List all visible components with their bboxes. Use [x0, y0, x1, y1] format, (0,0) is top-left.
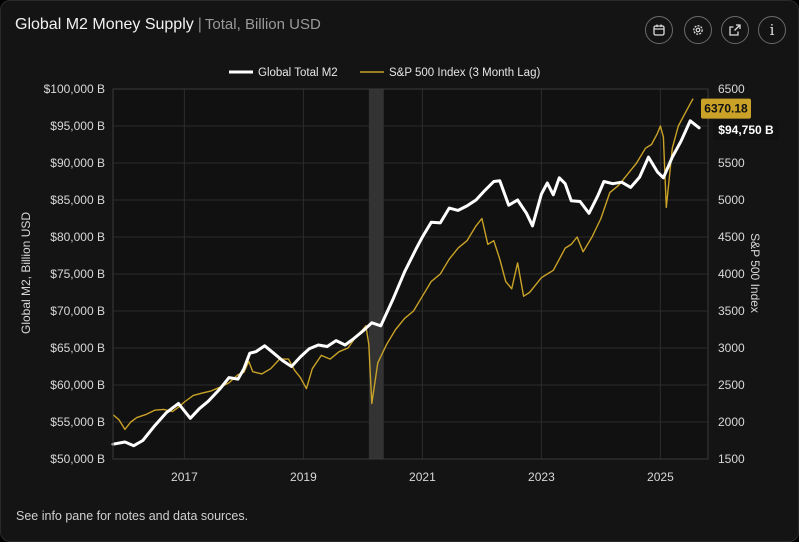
grid-layer	[113, 88, 708, 460]
x-tick-label: 2023	[528, 470, 555, 484]
y-left-tick-label: $90,000 B	[50, 156, 105, 170]
shaded-region	[368, 89, 384, 459]
info-button[interactable]: i	[758, 16, 786, 44]
y-right-tick-label: 4000	[718, 267, 745, 281]
calendar-icon	[653, 24, 665, 36]
sp500-line	[112, 98, 694, 431]
y-left-tick-label: $85,000 B	[50, 193, 105, 207]
legend-label-sp500[interactable]: S&P 500 Index (3 Month Lag)	[389, 67, 540, 79]
y-left-tick-label: $75,000 B	[50, 267, 105, 281]
y-left-tick-label: $100,000 B	[44, 82, 105, 96]
m2-end-label-bg	[713, 119, 779, 140]
y-left-tick-label: $60,000 B	[50, 378, 105, 392]
gear-icon	[693, 25, 703, 35]
series-layer	[111, 98, 701, 448]
y-right-tick-label: 5000	[718, 193, 745, 207]
m2-end-label: $94,750 B	[718, 123, 774, 137]
sp500-end-label-bg	[701, 98, 751, 119]
footer-note: See info pane for notes and data sources…	[16, 509, 249, 523]
end-labels-layer: 6370.18 $94,750 B	[701, 98, 779, 140]
y-left-tick-label: $95,000 B	[50, 119, 105, 133]
title-subtitle: Total, Billion USD	[204, 16, 321, 33]
settings-button[interactable]	[684, 16, 712, 44]
y-left-tick-label: $55,000 B	[50, 415, 105, 429]
x-tick-label: 2025	[647, 470, 674, 484]
y-left-tick-label: $70,000 B	[50, 304, 105, 318]
axis-layer: $50,000 B $55,000 B $60,000 B $65,000 B $70,…	[44, 82, 745, 484]
y-left-tick-label: $80,000 B	[50, 230, 105, 244]
m2-line	[111, 119, 701, 448]
y-axis-right-label: S&P 500 Index	[748, 233, 762, 313]
external-link-icon	[729, 24, 741, 36]
y-right-tick-label: 4500	[718, 230, 745, 244]
y-right-tick-label: 1500	[718, 452, 745, 466]
y-right-tick-label: 3500	[718, 304, 745, 318]
x-tick-label: 2017	[171, 470, 198, 484]
x-tick-label: 2021	[409, 470, 436, 484]
y-left-tick-label: $65,000 B	[50, 341, 105, 355]
x-tick-label: 2019	[290, 470, 317, 484]
y-axis-left-label: Global M2, Billion USD	[19, 212, 33, 334]
plot-frame	[112, 88, 709, 460]
sp500-end-label: 6370.18	[704, 102, 748, 116]
title-separator: |	[197, 16, 202, 33]
legend: Global Total M2 S&P 500 Index (3 Month L…	[229, 67, 540, 79]
legend-label-m2[interactable]: Global Total M2	[258, 67, 338, 79]
y-right-tick-label: 3000	[718, 341, 745, 355]
y-right-tick-label: 6500	[718, 82, 745, 96]
shaded-region-layer	[368, 89, 384, 459]
open-external-button[interactable]	[721, 16, 749, 44]
y-left-tick-label: $50,000 B	[50, 452, 105, 466]
y-right-tick-label: 2000	[718, 415, 745, 429]
y-right-tick-label: 2500	[718, 378, 745, 392]
y-right-tick-label: 5500	[718, 156, 745, 170]
chart-title: Global M2 Money Supply | Total, Billion US…	[15, 16, 321, 34]
title-main: Global M2 Money Supply	[15, 16, 194, 33]
info-icon: i	[769, 21, 775, 39]
calendar-button[interactable]	[645, 16, 673, 44]
